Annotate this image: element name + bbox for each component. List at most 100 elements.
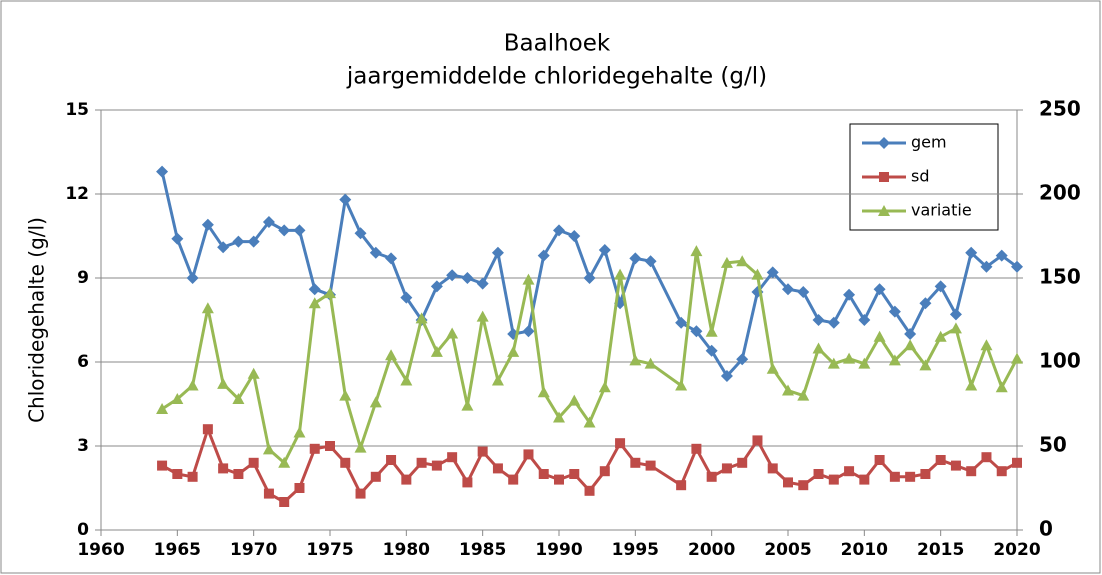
marker: [339, 389, 352, 401]
marker: [553, 224, 565, 237]
marker: [308, 297, 321, 309]
marker: [812, 314, 825, 326]
series-line: [160, 171, 1018, 378]
y-tick-label: 12: [65, 184, 89, 204]
legend: gem sd variatie: [849, 123, 999, 231]
marker: [233, 469, 244, 479]
marker: [293, 224, 306, 237]
marker: [232, 235, 245, 248]
marker: [797, 286, 810, 298]
marker: [690, 325, 703, 338]
marker: [201, 302, 214, 314]
marker: [508, 474, 519, 485]
x-tick-label: 1965: [154, 540, 201, 560]
x-tick-label: 1980: [383, 540, 430, 560]
y2-tick-label: 0: [1039, 517, 1053, 541]
y2-tick-label: 250: [1039, 97, 1081, 121]
marker: [462, 477, 473, 488]
marker: [202, 424, 213, 435]
x-tick-label: 2010: [841, 540, 888, 560]
marker: [186, 272, 199, 284]
marker: [446, 269, 459, 282]
marker: [218, 463, 229, 474]
legend-label: sd: [911, 167, 930, 186]
marker: [400, 374, 413, 386]
marker: [736, 255, 749, 267]
marker: [629, 252, 642, 265]
marker: [279, 497, 290, 507]
marker: [248, 457, 259, 468]
marker: [980, 339, 993, 351]
marker: [752, 435, 763, 446]
marker: [797, 389, 810, 401]
marker: [294, 483, 305, 493]
marker: [615, 438, 626, 449]
marker: [171, 232, 184, 245]
marker: [996, 466, 1007, 477]
chart-subtitle: jaargemiddelde chloridegehalte (g/l): [346, 64, 767, 90]
marker: [966, 466, 977, 477]
y2-tick-label: 150: [1039, 265, 1081, 289]
marker: [293, 426, 306, 438]
marker: [798, 480, 809, 491]
y-tick-label: 15: [65, 100, 89, 120]
marker: [1011, 352, 1023, 364]
marker: [874, 455, 885, 465]
marker: [157, 460, 168, 471]
marker: [232, 392, 245, 404]
marker: [430, 280, 443, 293]
marker: [385, 349, 398, 361]
marker: [446, 327, 459, 339]
marker: [904, 339, 917, 351]
marker: [522, 325, 535, 338]
x-tick-label: 2000: [688, 540, 735, 560]
marker: [584, 485, 595, 496]
marker: [812, 342, 825, 354]
marker: [461, 399, 474, 411]
marker: [766, 266, 779, 279]
legend-label: variatie: [911, 201, 972, 220]
marker: [476, 277, 489, 290]
marker: [630, 457, 641, 468]
marker: [386, 455, 397, 465]
marker: [751, 268, 764, 280]
marker: [644, 255, 657, 268]
marker: [522, 273, 535, 285]
y2-tick-label: 100: [1039, 349, 1081, 373]
marker: [644, 357, 657, 369]
marker: [156, 165, 169, 178]
marker: [843, 352, 856, 364]
marker: [720, 256, 733, 268]
y-tick-label: 3: [77, 436, 89, 456]
marker: [813, 469, 824, 479]
marker: [645, 460, 656, 471]
marker: [705, 344, 718, 357]
marker: [919, 359, 932, 371]
marker: [568, 394, 581, 406]
marker: [447, 452, 458, 463]
marker: [599, 466, 610, 477]
marker: [537, 249, 550, 262]
marker: [355, 488, 366, 499]
marker: [736, 353, 749, 366]
marker: [263, 488, 274, 499]
marker: [934, 330, 947, 342]
marker: [598, 244, 611, 256]
marker: [400, 291, 413, 304]
marker: [721, 463, 732, 474]
marker: [675, 316, 688, 329]
marker: [690, 245, 703, 257]
x-tick-label: 2020: [993, 540, 1040, 560]
marker: [873, 283, 886, 296]
marker: [247, 235, 260, 248]
marker: [156, 403, 169, 415]
marker: [537, 386, 550, 398]
marker: [859, 474, 870, 485]
marker: [766, 362, 779, 374]
y-tick-label: 6: [77, 352, 89, 372]
marker: [950, 460, 961, 471]
x-tick-label: 1995: [612, 540, 659, 560]
marker: [737, 457, 748, 468]
marker: [308, 283, 321, 296]
marker: [416, 457, 427, 468]
